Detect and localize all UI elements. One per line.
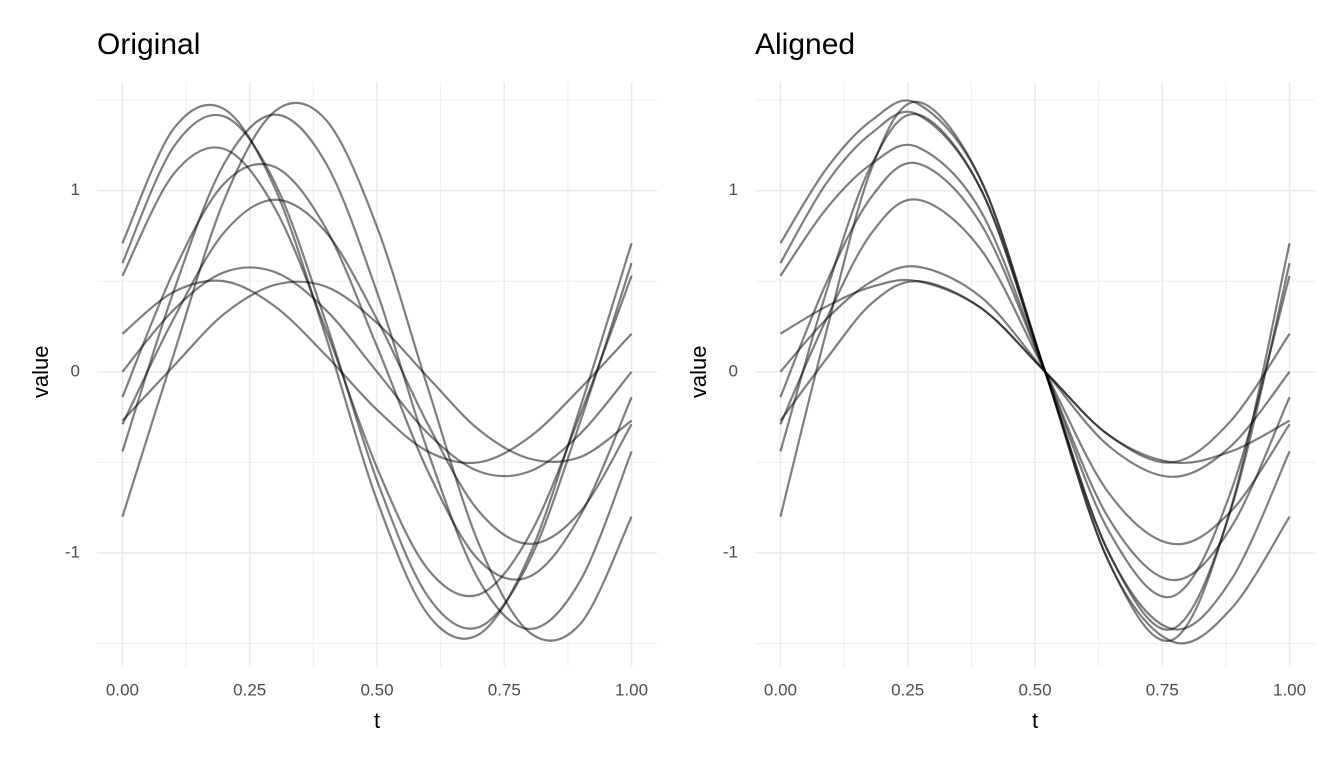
curve bbox=[121, 280, 633, 463]
x-tick-label: 0.75 bbox=[1146, 680, 1179, 699]
y-tick-label: 1 bbox=[729, 180, 738, 199]
curve bbox=[779, 113, 1291, 631]
y-tick-label: 0 bbox=[729, 361, 738, 380]
curve bbox=[779, 280, 1291, 465]
curve bbox=[121, 113, 633, 630]
curve bbox=[121, 198, 633, 545]
panel-title: Original bbox=[97, 28, 200, 61]
y-tick-label: 1 bbox=[71, 180, 80, 199]
y-tick-label: -1 bbox=[723, 542, 738, 561]
curve bbox=[779, 100, 1291, 645]
x-tick-label: 0.00 bbox=[764, 680, 797, 699]
y-tick-label: -1 bbox=[65, 542, 80, 561]
x-tick-label: 0.50 bbox=[360, 680, 393, 699]
x-axis-label: t bbox=[374, 708, 380, 733]
x-axis-label: t bbox=[1032, 708, 1038, 733]
x-tick-label: 0.50 bbox=[1018, 680, 1051, 699]
curve bbox=[121, 103, 633, 640]
x-tick-label: 0.25 bbox=[891, 680, 924, 699]
y-axis-label: value bbox=[686, 345, 711, 398]
curve bbox=[121, 279, 633, 465]
x-tick-label: 0.75 bbox=[488, 680, 521, 699]
x-tick-label: 1.00 bbox=[615, 680, 648, 699]
curve bbox=[121, 162, 633, 581]
curve bbox=[779, 161, 1291, 582]
curve bbox=[779, 198, 1291, 546]
x-tick-label: 0.00 bbox=[106, 680, 139, 699]
x-tick-label: 0.25 bbox=[233, 680, 266, 699]
panel-title: Aligned bbox=[755, 28, 855, 61]
x-tick-label: 1.00 bbox=[1273, 680, 1306, 699]
curve bbox=[121, 146, 633, 598]
y-tick-label: 0 bbox=[71, 361, 80, 380]
y-axis-label: value bbox=[28, 345, 53, 398]
